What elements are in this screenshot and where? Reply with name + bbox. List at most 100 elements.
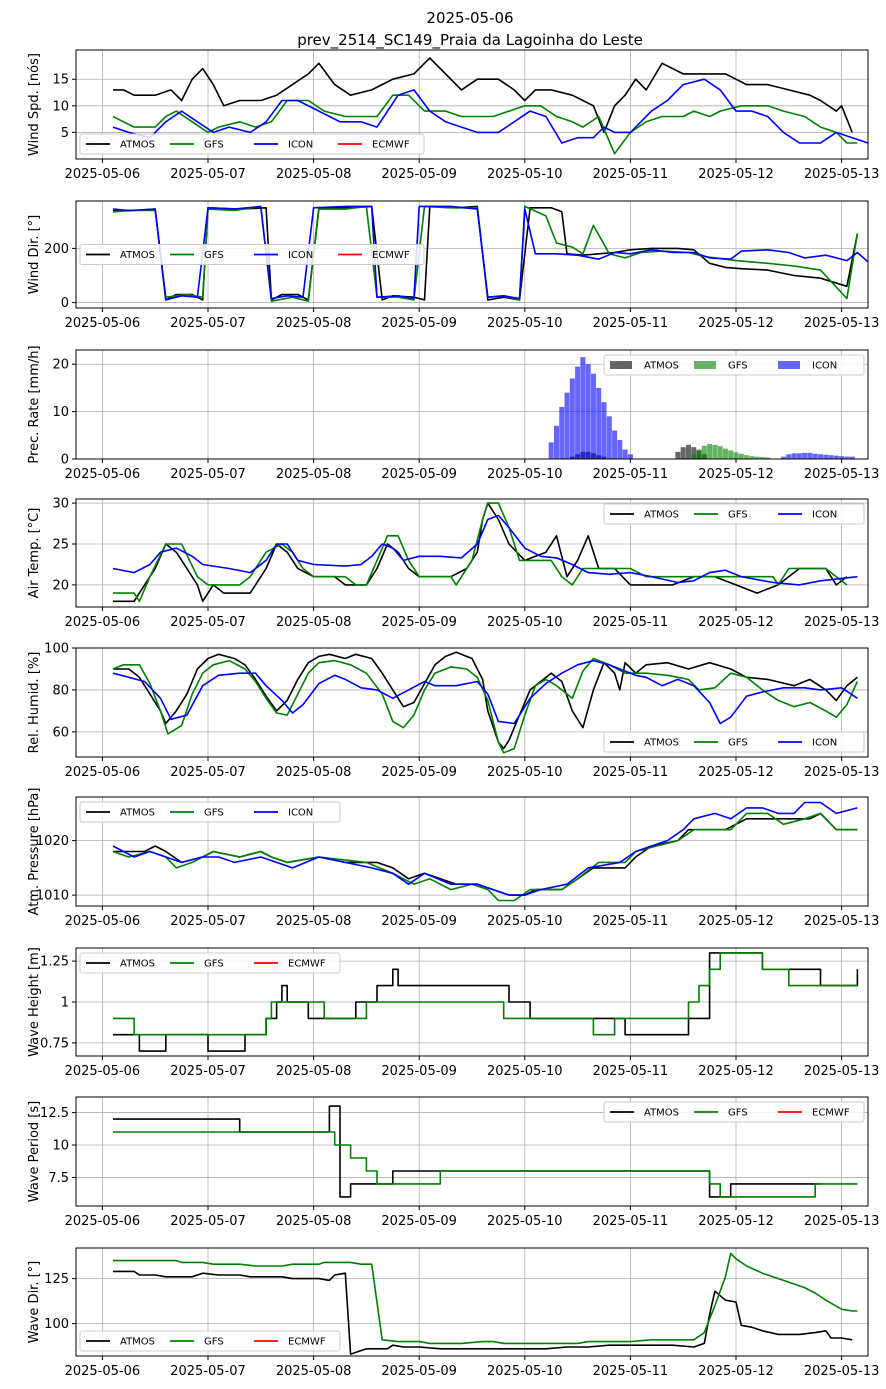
legend: ATMOS GFS ICON xyxy=(603,503,865,525)
legend-label-ecmwf: ECMWF xyxy=(812,1108,850,1119)
x-tick-label: 2025-05-08 xyxy=(276,467,352,482)
y-tick-label: 20 xyxy=(52,578,69,593)
legend-label-icon: ICON xyxy=(288,250,313,261)
panel-data xyxy=(112,801,858,902)
x-tick-label: 2025-05-07 xyxy=(170,914,246,929)
series-line-icon xyxy=(112,205,868,301)
x-tick-label: 2025-05-12 xyxy=(698,914,774,929)
y-axis-label: Wave Period [s] xyxy=(27,1101,42,1202)
x-tick-label: 2025-05-12 xyxy=(698,765,774,780)
y-tick-label: 10 xyxy=(52,1139,69,1154)
x-tick-label: 2025-05-11 xyxy=(593,316,669,331)
legend-label-ecmwf: ECMWF xyxy=(372,250,410,261)
x-tick-label: 2025-05-08 xyxy=(276,1214,352,1229)
x-tick-label: 2025-05-13 xyxy=(804,765,880,780)
x-tick-label: 2025-05-13 xyxy=(804,167,880,182)
y-tick-label: 20 xyxy=(52,358,69,373)
bar-icon xyxy=(839,456,845,459)
x-tick-label: 2025-05-10 xyxy=(487,914,563,929)
x-tick-label: 2025-05-09 xyxy=(381,1064,457,1079)
y-tick-label: 100 xyxy=(44,642,69,657)
x-tick-label: 2025-05-10 xyxy=(487,615,563,630)
legend-label-atmos: ATMOS xyxy=(644,1108,679,1119)
x-tick-label: 2025-05-12 xyxy=(698,1214,774,1229)
panel-data xyxy=(113,1105,858,1198)
bar-icon xyxy=(606,416,612,459)
bar-icon xyxy=(844,456,850,459)
bar-icon xyxy=(802,452,808,459)
series-line-icon xyxy=(112,78,868,144)
x-tick-label: 2025-05-13 xyxy=(804,316,880,331)
y-axis-label: Air Temp. [°C] xyxy=(27,508,42,599)
bar-gfs xyxy=(707,443,713,459)
bar-atmos xyxy=(680,447,686,459)
x-tick-label: 2025-05-07 xyxy=(170,467,246,482)
axes-frame xyxy=(75,796,869,907)
figure-title-date: 2025-05-06 xyxy=(426,9,513,27)
y-tick-label: 15 xyxy=(52,73,69,88)
legend-box xyxy=(603,731,865,753)
x-tick-label: 2025-05-08 xyxy=(276,316,352,331)
legend-box xyxy=(79,801,341,823)
legend-label-gfs: GFS xyxy=(204,1337,224,1348)
axes-frame xyxy=(75,200,869,309)
legend: ATMOS GFS ICON ECMWF xyxy=(79,133,425,155)
x-tick-label: 2025-05-12 xyxy=(698,167,774,182)
x-tick-label: 2025-05-06 xyxy=(65,1364,141,1379)
legend-box xyxy=(603,503,865,525)
bar-gfs xyxy=(733,452,739,459)
bar-icon xyxy=(564,392,570,459)
x-tick-label: 2025-05-09 xyxy=(381,167,457,182)
legend-label-atmos: ATMOS xyxy=(120,1337,155,1348)
legend: ATMOS GFS ECMWF xyxy=(79,1330,341,1352)
legend: ATMOS GFS ICON xyxy=(603,354,865,376)
x-tick-label: 2025-05-11 xyxy=(593,1364,669,1379)
x-tick-label: 2025-05-11 xyxy=(593,1064,669,1079)
x-tick-label: 2025-05-06 xyxy=(65,167,141,182)
axes-frame xyxy=(75,647,869,758)
y-tick-label: 0 xyxy=(61,453,69,468)
series-line-gfs xyxy=(113,1131,858,1198)
x-tick-label: 2025-05-10 xyxy=(487,316,563,331)
bar-icon xyxy=(812,453,818,459)
x-tick-label: 2025-05-12 xyxy=(698,615,774,630)
x-tick-label: 2025-05-06 xyxy=(65,914,141,929)
x-tick-label: 2025-05-06 xyxy=(65,316,141,331)
bar-icon xyxy=(849,456,855,459)
panel-5: 2025-05-06 2025-05-07 2025-05-08 2025-05-09… xyxy=(27,642,879,781)
y-tick-label: 25 xyxy=(52,538,69,553)
bar-atmos xyxy=(691,447,697,459)
x-tick-label: 2025-05-09 xyxy=(381,467,457,482)
series-line-gfs xyxy=(113,502,848,603)
legend-box xyxy=(603,354,865,376)
legend-swatch-atmos xyxy=(610,361,632,369)
bar-gfs xyxy=(701,445,707,459)
bar-gfs xyxy=(717,446,723,459)
x-tick-label: 2025-05-11 xyxy=(593,615,669,630)
bar-atmos xyxy=(675,451,681,459)
panels-group: 2025-05-06 2025-05-07 2025-05-08 2025-05-09… xyxy=(27,49,880,1379)
series-line-gfs xyxy=(112,657,859,754)
series-line-icon xyxy=(112,514,858,586)
x-tick-label: 2025-05-08 xyxy=(276,1064,352,1079)
legend-label-ecmwf: ECMWF xyxy=(288,959,326,970)
legend-label-icon: ICON xyxy=(288,140,313,151)
x-tick-label: 2025-05-13 xyxy=(804,914,880,929)
panel-8: 2025-05-06 2025-05-07 2025-05-08 2025-05-09… xyxy=(27,1096,879,1229)
x-tick-label: 2025-05-13 xyxy=(804,1364,880,1379)
panel-data xyxy=(548,357,855,459)
bar-gfs xyxy=(738,453,744,459)
bar-gfs xyxy=(712,444,718,459)
y-tick-label: 30 xyxy=(52,497,69,512)
bar-icon xyxy=(817,454,823,459)
x-tick-label: 2025-05-10 xyxy=(487,765,563,780)
y-tick-label: 60 xyxy=(52,725,69,740)
y-tick-label: 1020 xyxy=(36,834,69,849)
bar-gfs xyxy=(749,456,755,459)
x-tick-label: 2025-05-12 xyxy=(698,1064,774,1079)
legend-box xyxy=(603,1101,865,1123)
series-line-atmos xyxy=(113,651,858,750)
bar-icon xyxy=(622,449,628,459)
y-tick-label: 1.25 xyxy=(40,955,69,970)
x-tick-label: 2025-05-10 xyxy=(487,167,563,182)
